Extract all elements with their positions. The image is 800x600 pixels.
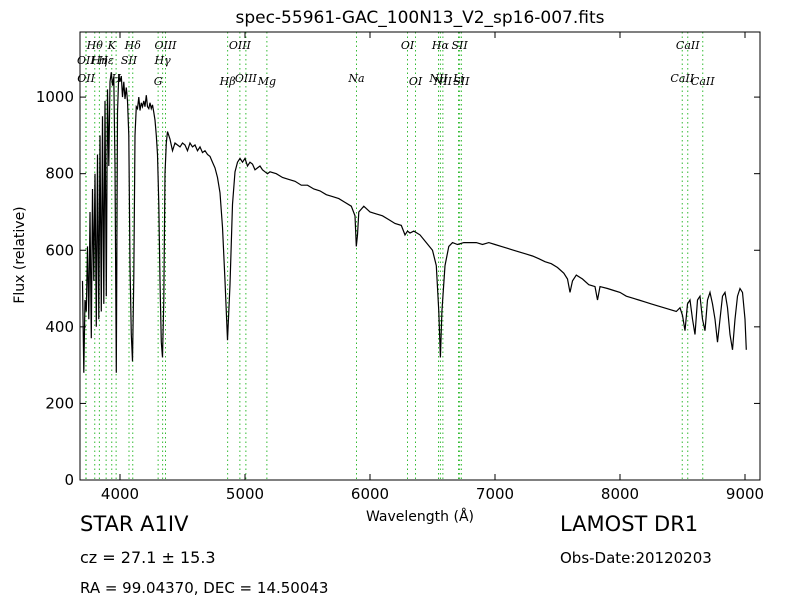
line-marker-label-8: Hδ — [124, 39, 142, 52]
spectral-line-markers — [85, 32, 704, 480]
redshift-label: cz = 27.1 ± 15.3 — [80, 548, 216, 567]
line-marker-label-22: SII — [452, 39, 469, 52]
x-tick-label-4000: 4000 — [101, 485, 139, 503]
y-tick-label-0: 0 — [64, 471, 74, 489]
x-tick-label-7000: 7000 — [476, 485, 514, 503]
line-marker-label-15: Mg — [257, 75, 276, 88]
survey-label: LAMOST DR1 — [560, 512, 699, 536]
y-tick-label-600: 600 — [45, 241, 74, 259]
line-marker-label-25: CaII — [670, 72, 694, 85]
line-marker-label-10: Hγ — [154, 54, 172, 67]
line-marker-label-18: OI — [409, 75, 423, 88]
line-marker-label-17: OI — [401, 39, 415, 52]
line-marker-label-24: SII — [453, 75, 470, 88]
line-marker-label-7: SII — [121, 54, 138, 67]
line-marker-label-26: CaII — [676, 39, 700, 52]
line-marker-label-13: OIII — [229, 39, 252, 52]
star-classification-label: STAR A1IV — [80, 512, 189, 536]
line-marker-label-16: Na — [347, 72, 364, 85]
chart-title: spec-55961-GAC_100N13_V2_sp16-007.fits — [235, 8, 604, 28]
y-axis-label: Flux (relative) — [12, 206, 28, 303]
line-marker-label-21: NII — [433, 75, 453, 88]
line-marker-label-27: CaII — [691, 75, 715, 88]
spectrum-series-line — [81, 72, 747, 373]
y-tick-label-200: 200 — [45, 394, 74, 412]
x-axis: 4000 5000 6000 7000 8000 9000 — [101, 32, 764, 503]
x-tick-label-6000: 6000 — [351, 485, 389, 503]
x-tick-label-9000: 9000 — [726, 485, 764, 503]
line-marker-label-5: K — [107, 39, 117, 52]
line-marker-label-3: Hη — [90, 54, 108, 67]
line-marker-label-2: Hθ — [86, 39, 104, 52]
y-tick-label-400: 400 — [45, 318, 74, 336]
line-marker-label-9: G — [154, 75, 163, 88]
x-tick-label-5000: 5000 — [226, 485, 264, 503]
line-marker-label-6: H — [110, 72, 121, 85]
line-marker-label-0: OII — [77, 54, 95, 67]
x-axis-label: Wavelength (Å) — [366, 508, 474, 525]
y-tick-label-800: 800 — [45, 165, 74, 183]
plot-area-frame — [79, 31, 761, 481]
line-marker-label-11: OIII — [154, 39, 177, 52]
coordinates-label: RA = 99.04370, DEC = 14.50043 — [80, 579, 329, 597]
y-tick-label-1000: 1000 — [36, 88, 74, 106]
line-marker-label-1: OII — [77, 72, 95, 85]
line-marker-label-19: NII — [428, 72, 448, 85]
line-marker-label-20: Hα — [431, 39, 450, 52]
observation-date-label: Obs-Date:20120203 — [560, 549, 712, 567]
line-marker-label-4: Hε — [97, 54, 114, 67]
line-marker-label-12: Hβ — [219, 75, 236, 88]
line-marker-label-14: OIII — [235, 72, 258, 85]
line-marker-label-23: Li — [452, 72, 464, 85]
y-axis: 0 200 400 600 800 1000 — [36, 88, 760, 489]
x-tick-label-8000: 8000 — [601, 485, 639, 503]
